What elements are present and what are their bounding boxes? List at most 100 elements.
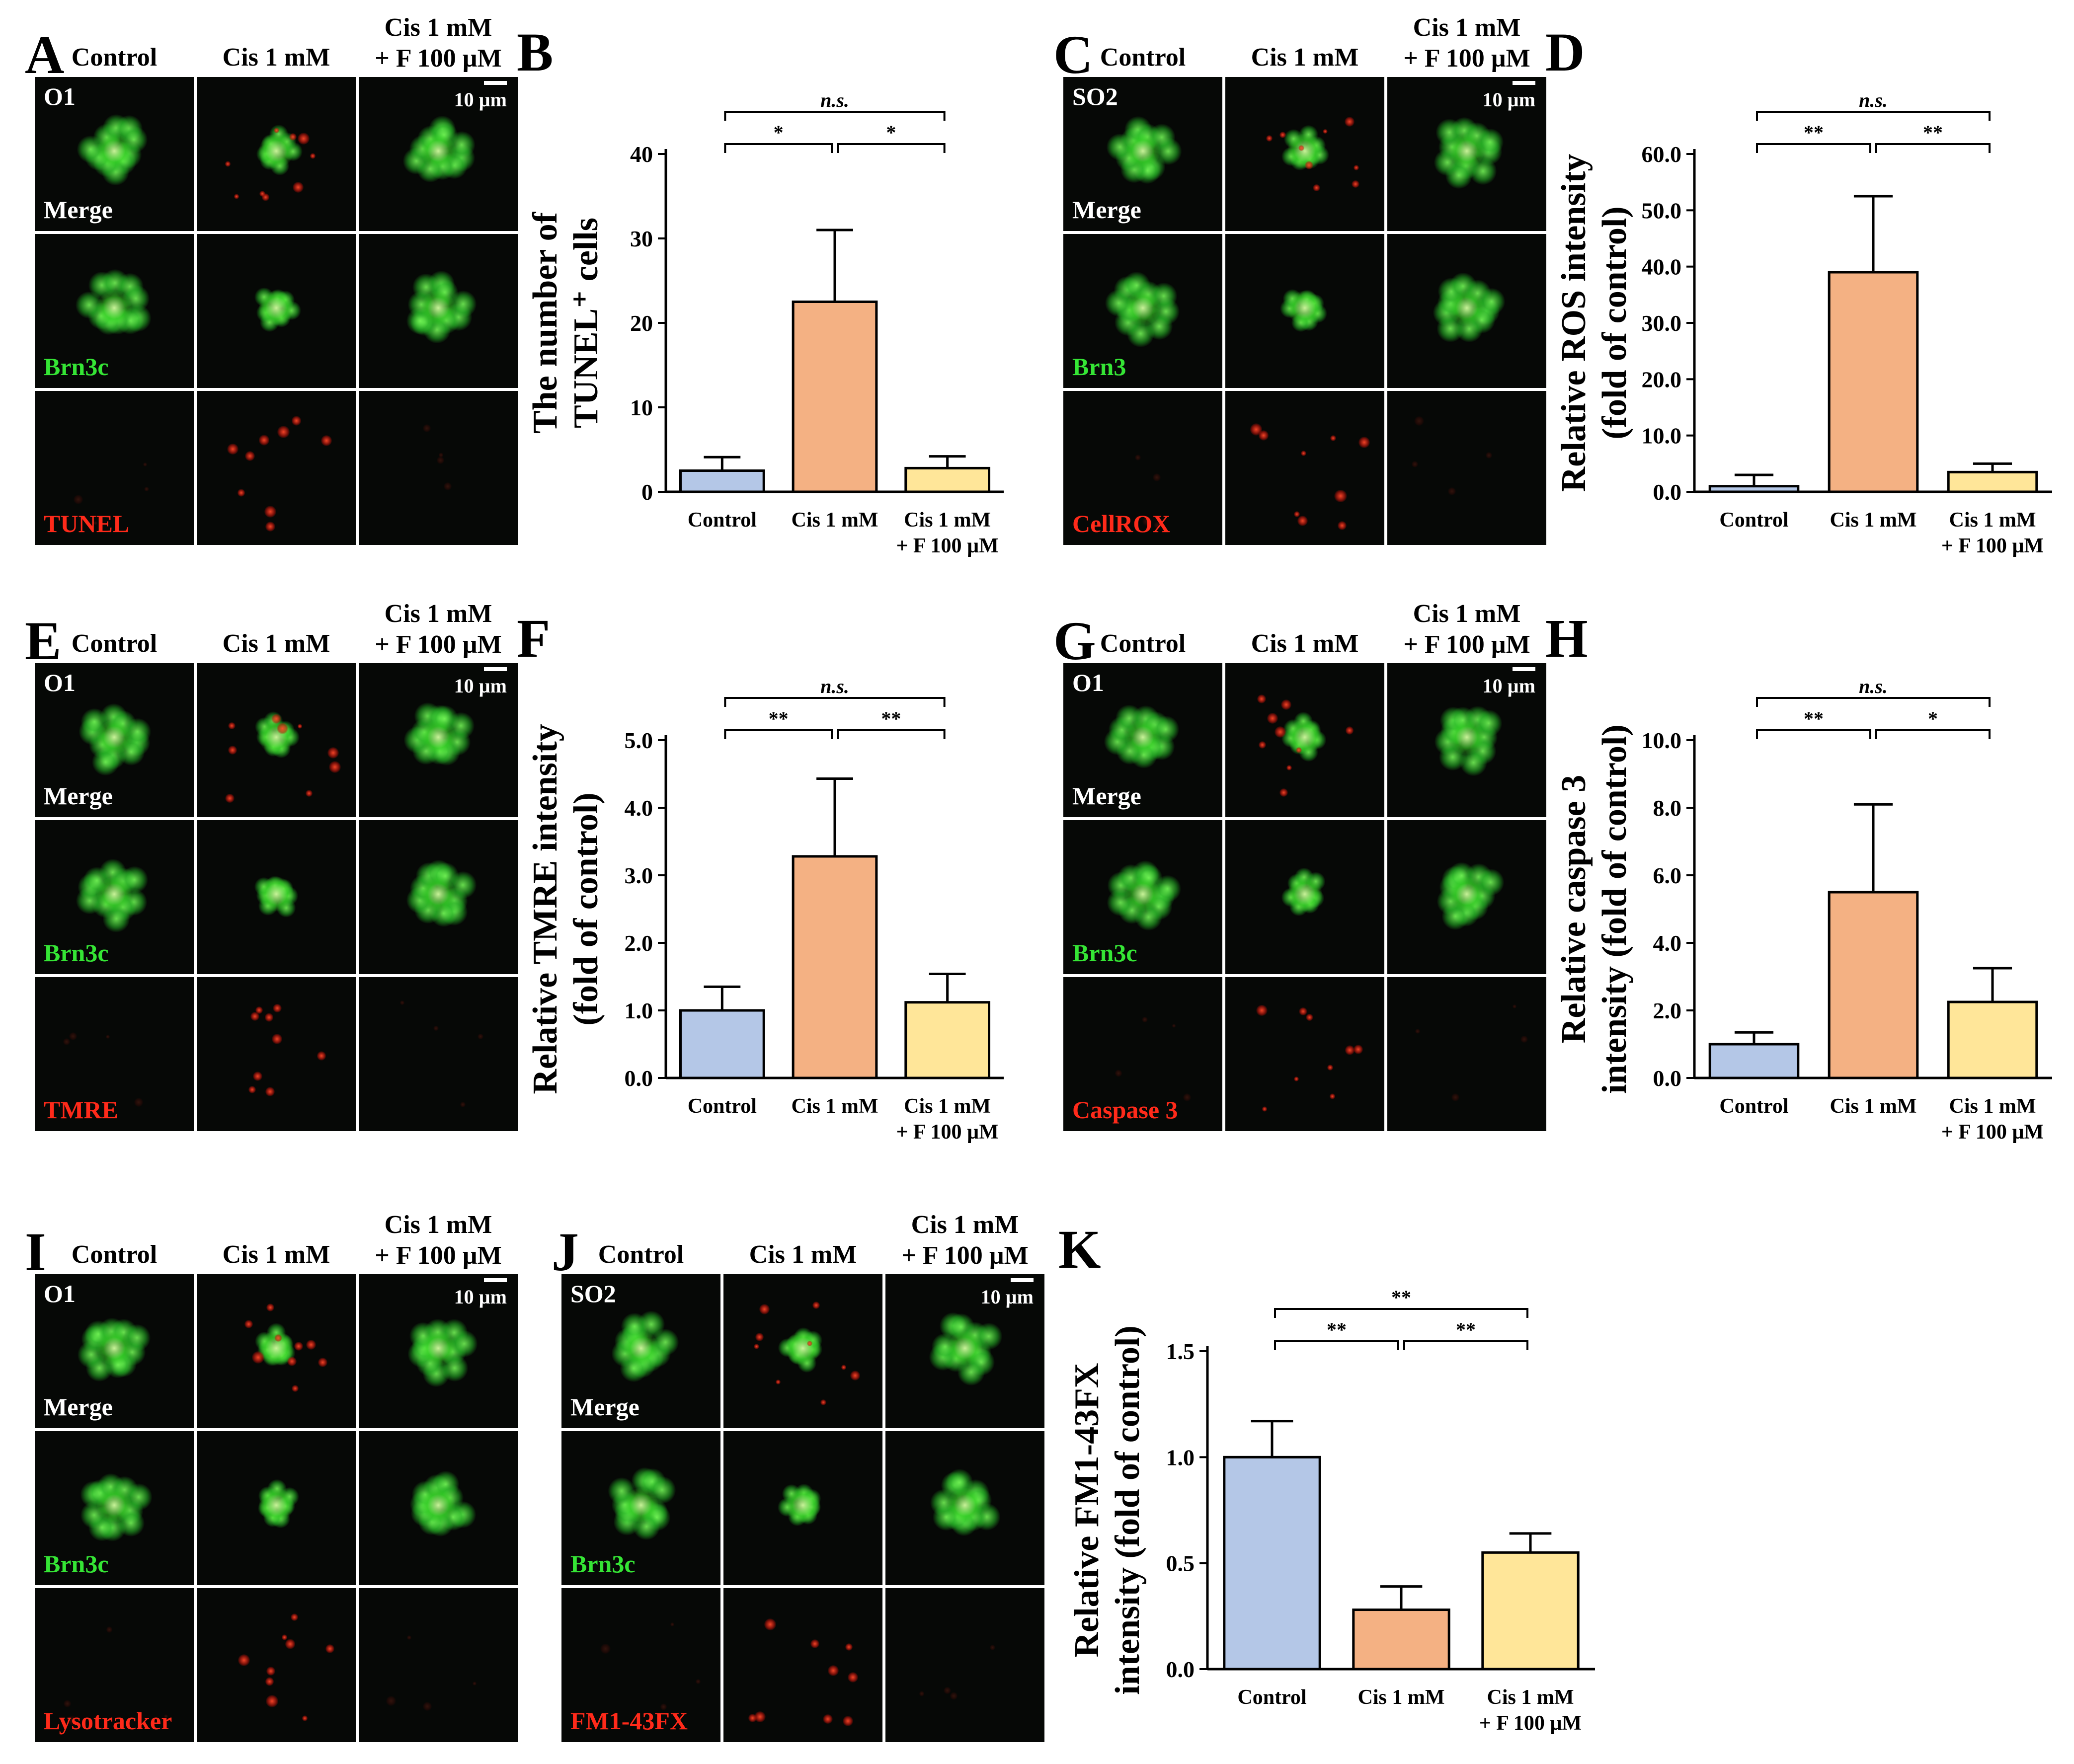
scale-bar-line (1513, 81, 1535, 85)
y-axis-label: Relative ROS intensity (1555, 154, 1593, 492)
red-signal-spot (400, 1000, 404, 1005)
red-signal-spot (820, 1399, 827, 1405)
red-signal-spot (1512, 1004, 1516, 1008)
bar (679, 1009, 765, 1079)
micrograph-I-cisf-red (359, 1588, 518, 1742)
red-signal-spot (1294, 511, 1300, 517)
micrograph-E-control-merge: O1 Merge (35, 663, 194, 817)
bundle-core-glow (258, 876, 294, 912)
bundle-core-glow (420, 133, 456, 168)
significance-bracket-cis-cisf-text: * (886, 121, 896, 144)
column-header-cis-f: Cis 1 mM + F 100 µM (1403, 13, 1530, 73)
micrograph-J-cisf-red (885, 1588, 1044, 1742)
micrograph-I-control-merge: O1 Merge (35, 1274, 194, 1428)
red-signal-spot (93, 521, 97, 525)
red-signal-spot (1250, 423, 1263, 436)
panel-label-C: C (1053, 24, 1093, 85)
red-signal-spot (255, 1006, 263, 1014)
significance-bracket-control-cisf (1274, 1308, 1528, 1318)
red-signal-spot (144, 486, 149, 492)
micrograph-G-control-red: Caspase 3 (1063, 977, 1222, 1131)
red-signal-spot (1306, 1013, 1313, 1021)
significance-bracket-cis-cisf-text: ** (1456, 1318, 1476, 1341)
red-signal-spot (289, 133, 297, 141)
red-signal-spot (423, 1701, 432, 1711)
red-signal-spot (1267, 713, 1278, 724)
column-header-cis: Cis 1 mM (222, 43, 330, 72)
red-signal-spot (1153, 522, 1161, 530)
bar (792, 301, 878, 493)
bundle-core-glow (420, 719, 456, 755)
bar (1352, 1609, 1450, 1671)
marker-label: O1 (44, 1280, 76, 1307)
bundle-core-glow (96, 1487, 132, 1523)
scale-bar-text: 10 µm (454, 1286, 507, 1308)
significance-bracket-control-cisf (1756, 697, 1991, 707)
scale-bar-line (484, 81, 507, 85)
red-signal-spot (143, 462, 147, 467)
micrograph-C-control-red: CellROX (1063, 391, 1222, 545)
scale-bar: 10 µm (981, 1278, 1034, 1308)
red-signal-spot (287, 1356, 297, 1366)
scale-bar-text: 10 µm (1482, 675, 1535, 697)
red-signal-spot (842, 1715, 854, 1727)
micrograph-E-cisf-red (359, 977, 518, 1131)
red-signal-spot (252, 1351, 264, 1364)
red-signal-spot (754, 1711, 766, 1723)
micrograph-E-cis-red (197, 977, 356, 1131)
x-tick-label: Control (688, 509, 757, 532)
micrograph-I-cis-red (197, 1588, 356, 1742)
chart-svg: 0.0 10.0 20.0 30.0 40.0 50.0 60.0 Relative ROS … (1555, 89, 2052, 557)
red-signal-spot (406, 1635, 411, 1640)
column-header-control: Control (1100, 629, 1186, 658)
micrograph-I-cisf-green (359, 1431, 518, 1585)
red-signal-spot (1142, 1017, 1148, 1023)
bar-chart-B: 0 10 20 30 40 The number of TUNEL⁺ cells Contro… (522, 55, 1019, 576)
bar (1708, 1043, 1800, 1079)
red-signal-spot (1256, 1004, 1268, 1016)
red-signal-spot (1298, 145, 1304, 151)
red-signal-spot (265, 1087, 275, 1097)
red-signal-spot (919, 1691, 925, 1696)
significance-bracket-control-cisf (724, 697, 946, 707)
red-signal-spot (274, 1334, 282, 1342)
red-signal-spot (812, 1302, 820, 1309)
red-signal-spot (264, 506, 277, 518)
significance-bracket-control-cisf-text: n.s. (820, 89, 849, 111)
red-signal-spot (248, 1086, 256, 1094)
x-tick-label: + F 100 µM (1941, 1121, 2044, 1144)
red-signal-spot (944, 1687, 951, 1694)
panel-label-A: A (25, 24, 65, 85)
significance-bracket-control-cis-text: * (774, 121, 784, 144)
red-signal-spot (670, 1622, 674, 1626)
x-tick-label: Control (688, 1095, 757, 1118)
red-signal-spot (228, 722, 236, 730)
significance-bracket-cis-cisf (837, 729, 946, 739)
red-signal-spot (1415, 1029, 1421, 1034)
y-tick-label: 0.0 (1653, 1066, 1682, 1091)
micrograph-G-cis-merge (1225, 663, 1384, 817)
bar (792, 855, 878, 1079)
column-header-cis: Cis 1 mM (1251, 629, 1359, 658)
x-tick-label: Control (1719, 1095, 1788, 1118)
red-signal-spot (1411, 461, 1418, 468)
micrograph-I-cis-green (197, 1431, 356, 1585)
significance-bracket-cis-cisf-text: ** (1923, 121, 1943, 144)
significance-bracket-cis-cisf (1875, 729, 1991, 739)
significance-bracket-cis-cisf (1403, 1340, 1528, 1350)
bar-chart-H: 0.0 2.0 4.0 6.0 8.0 10.0 Relative caspase 3 int… (1550, 641, 2067, 1162)
y-axis-label: (fold of control) (567, 792, 605, 1025)
column-header-cis: Cis 1 mM (749, 1240, 857, 1269)
bundle-core-glow (96, 719, 132, 755)
red-signal-spot (764, 1618, 777, 1631)
red-signal-spot (297, 724, 303, 729)
red-signal-spot (989, 1645, 995, 1651)
bundle-core-glow (1125, 290, 1161, 325)
red-signal-spot (460, 1101, 466, 1108)
red-signal-spot (1520, 1035, 1528, 1043)
bundle-core-glow (785, 1330, 821, 1366)
significance-bracket-control-cisf (1756, 111, 1991, 121)
micrograph-J-cis-red (723, 1588, 882, 1742)
red-signal-spot (1259, 741, 1267, 749)
micrograph-C-cisf-red (1387, 391, 1546, 545)
